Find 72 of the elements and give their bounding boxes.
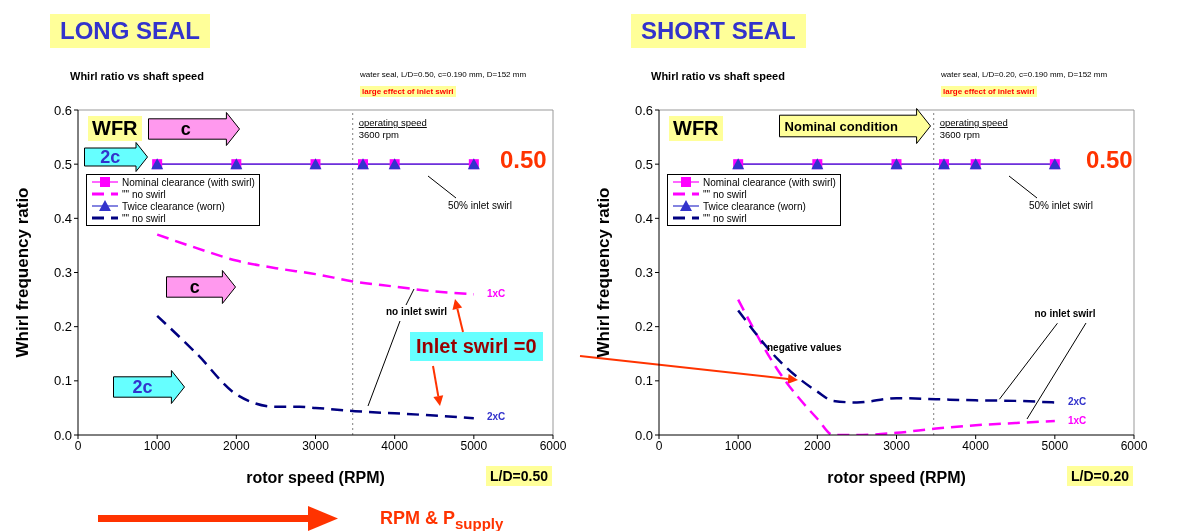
legend-label: Nominal clearance (with swirl) (122, 176, 255, 188)
chart-subtitle: Whirl ratio vs shaft speed (70, 70, 204, 82)
annotation: no inlet swirl (1034, 308, 1096, 320)
annotation: WFR (88, 116, 142, 141)
annotation: 2xC (1068, 396, 1087, 407)
x-tick-label: 6000 (1120, 438, 1148, 453)
text: large effect of inlet swirl (941, 86, 1037, 97)
y-tick-label: 0.2 (53, 319, 72, 335)
annotation: Nominal condition (783, 117, 899, 136)
x-tick-label: 1000 (143, 438, 171, 453)
annotation: 0.50 (1086, 146, 1133, 174)
chart-subtitle: Whirl ratio vs shaft speed (651, 70, 785, 82)
text: large effect of inlet swirl (360, 86, 456, 97)
legend-label: Twice clearance (worn) (122, 200, 225, 212)
y-tick-label: 0.6 (634, 102, 653, 118)
y-tick-label: 0.2 (634, 319, 653, 335)
y-tick-label: 0.0 (53, 427, 72, 443)
annotation: 2xC (487, 411, 506, 422)
annotation: 50% inlet swirl (1029, 200, 1093, 211)
annotation: c (188, 275, 201, 299)
x-tick-label: 3000 (302, 438, 330, 453)
x-tick-label: 6000 (539, 438, 567, 453)
ref-line-label: operating speed 3600 rpm (358, 117, 427, 140)
x-tick-label: 5000 (1041, 438, 1069, 453)
x-tick-label: 0 (655, 438, 663, 453)
y-tick-label: 0.3 (53, 265, 72, 281)
annotation: negative values (767, 342, 842, 353)
x-tick-label: 0 (74, 438, 82, 453)
annotation: 1xC (1068, 415, 1087, 426)
legend-label: "" no swirl (703, 188, 747, 200)
annotation: 0.50 (500, 146, 547, 174)
y-tick-label: 0.5 (634, 156, 653, 172)
chart-title: SHORT SEAL (631, 14, 806, 48)
annotation: no inlet swirl (386, 306, 448, 317)
y-tick-label: 0.5 (53, 156, 72, 172)
x-tick-label: 5000 (460, 438, 488, 453)
x-axis-title: rotor speed (RPM) (827, 469, 966, 486)
x-tick-label: 2000 (222, 438, 250, 453)
y-tick-label: 0.4 (634, 210, 653, 226)
y-tick-label: 0.3 (634, 265, 653, 281)
y-tick-label: 0.1 (53, 373, 72, 389)
ref-line-label: operating speed 3600 rpm (939, 117, 1008, 140)
annotation: Inlet swirl =0 (410, 332, 543, 361)
x-axis-title: rotor speed (RPM) (246, 469, 385, 486)
x-tick-label: 2000 (803, 438, 831, 453)
chart-title: LONG SEAL (50, 14, 211, 48)
text: L/D=0.50 (486, 466, 552, 486)
y-tick-label: 0.1 (634, 373, 653, 389)
y-tick-label: 0.4 (53, 210, 72, 226)
legend-label: Twice clearance (worn) (703, 200, 806, 212)
text: RPM & P$_{supply}$ (380, 508, 504, 531)
annotation: WFR (669, 116, 723, 141)
y-axis-title: Whirl frequency ratio (594, 187, 614, 358)
y-axis-title: Whirl frequency ratio (13, 187, 33, 358)
x-tick-label: 4000 (962, 438, 990, 453)
x-tick-label: 3000 (883, 438, 911, 453)
annotation: 2c (99, 145, 122, 169)
text: water seal, L/D=0.50, c=0.190 mm, D=152 mm (360, 70, 527, 79)
y-tick-label: 0.0 (634, 427, 653, 443)
annotation: 1xC (487, 288, 506, 299)
text: water seal, L/D=0.20, c=0.190 mm, D=152 mm (941, 70, 1108, 79)
y-tick-label: 0.6 (53, 102, 72, 118)
x-tick-label: 1000 (724, 438, 752, 453)
x-tick-label: 4000 (381, 438, 409, 453)
legend-label: "" no swirl (122, 188, 166, 200)
annotation: 2c (131, 375, 154, 399)
annotation: c (179, 117, 192, 141)
legend-label: "" no swirl (122, 212, 166, 224)
text: L/D=0.20 (1067, 466, 1133, 486)
legend-label: "" no swirl (703, 212, 747, 224)
legend-label: Nominal clearance (with swirl) (703, 176, 836, 188)
annotation: 50% inlet swirl (448, 200, 512, 211)
